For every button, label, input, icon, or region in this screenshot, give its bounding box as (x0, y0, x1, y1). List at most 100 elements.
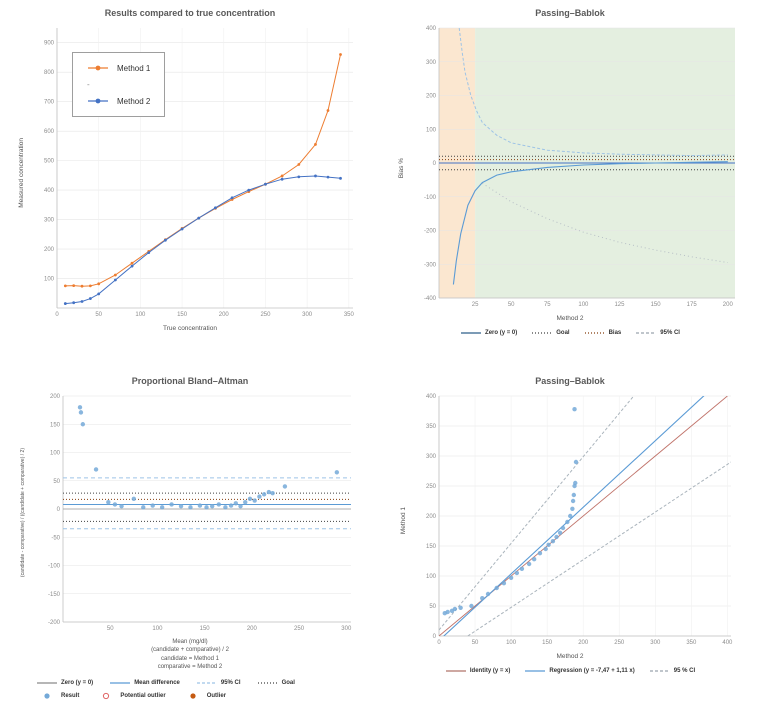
y-axis-label: Method 1 (399, 507, 407, 535)
svg-text:800: 800 (43, 70, 54, 76)
svg-text:200: 200 (578, 640, 589, 646)
legend-sample-line (636, 332, 657, 334)
svg-text:50: 50 (471, 640, 478, 646)
svg-text:-200: -200 (47, 620, 60, 626)
svg-text:900: 900 (43, 41, 54, 47)
svg-text:50: 50 (53, 479, 60, 485)
x-axis-label: Method 2 (556, 315, 584, 322)
svg-text:200: 200 (722, 302, 733, 308)
legend-sample-dot (190, 692, 196, 699)
legend-sample-line (649, 670, 670, 672)
svg-text:400: 400 (43, 188, 54, 194)
x-axis-label: True concentration (163, 325, 217, 332)
legend-item: Result (36, 691, 79, 701)
legend-item: Potential outlier (95, 691, 166, 701)
svg-text:0: 0 (437, 640, 441, 646)
svg-text:75: 75 (543, 302, 550, 308)
svg-text:0: 0 (56, 507, 60, 513)
svg-text:200: 200 (218, 312, 229, 318)
legend-sample-line (461, 332, 482, 334)
bias-chart: -400 -300 -200 -100 0 100 200 300 400 25 50 75 100 12… (423, 26, 735, 308)
regression-chart: 0 50 100 150 200 250 300 350 400 0 50 100 150 200 250 3… (425, 394, 732, 646)
chart-title: Passing–Bablok (535, 376, 605, 386)
legend-label: Goal (556, 330, 570, 336)
legend-sample-line (110, 681, 131, 684)
svg-text:100: 100 (43, 277, 54, 283)
svg-text:600: 600 (43, 129, 54, 135)
legend-item: - (87, 80, 150, 89)
legend-item: 95% CI (196, 678, 241, 688)
x-axis-label-line: comparative = Method 2 (157, 664, 223, 671)
svg-text:50: 50 (507, 302, 514, 308)
svg-text:200: 200 (246, 626, 257, 632)
chart-legend: Zero (y = 0) Goal Bias 95% CI (380, 328, 760, 338)
legend-item: Goal (257, 678, 295, 688)
legend-sample-line (584, 332, 605, 334)
legend-item: 95 % CI (649, 666, 695, 676)
bland-altman-chart: -200 -150 -100 -50 0 50 100 150 200 50 100 150 200 25… (47, 394, 352, 632)
svg-text:300: 300 (341, 626, 352, 632)
svg-text:350: 350 (425, 424, 436, 430)
svg-text:50: 50 (429, 604, 436, 610)
legend-sample-ring (103, 692, 110, 699)
svg-text:100: 100 (506, 640, 517, 646)
x-axis-label-line: Mean (mg/dl) (172, 639, 208, 645)
chart-area: Measured concentration 100 200 300 400 500 60… (0, 22, 380, 324)
legend-item: Method 1 (87, 63, 150, 73)
legend-label: Identity (y = x) (469, 668, 511, 674)
svg-text:0: 0 (432, 161, 436, 167)
svg-text:200: 200 (425, 514, 436, 520)
chart-legend-row-2: Result Potential outlier Outlier (0, 691, 380, 701)
legend-item: Zero (y = 0) (36, 678, 93, 688)
chart-title: Proportional Bland–Altman (131, 376, 249, 386)
chart-title: Passing–Bablok (535, 8, 605, 18)
legend-sample-line (525, 670, 546, 672)
svg-text:100: 100 (152, 626, 163, 632)
legend-label: Outlier (206, 692, 227, 699)
svg-text:-300: -300 (423, 262, 436, 268)
legend-label: Method 1 (117, 63, 151, 73)
legend-label: 95% CI (660, 330, 680, 336)
legend-label: Method 2 (117, 96, 151, 106)
legend-label: Goal (281, 679, 295, 686)
svg-text:-100: -100 (423, 195, 436, 201)
svg-text:100: 100 (425, 574, 436, 580)
legend-sample-line-dot (88, 98, 108, 104)
panel-bland-altman: Proportional Bland–Altman (candidate - c… (0, 368, 380, 712)
legend-sample-dot (44, 692, 50, 699)
legend-item: Zero (y = 0) (460, 328, 517, 338)
svg-text:175: 175 (686, 302, 697, 308)
svg-text:150: 150 (49, 422, 60, 428)
svg-text:100: 100 (49, 451, 60, 457)
svg-text:0: 0 (55, 312, 59, 318)
svg-text:150: 150 (542, 640, 553, 646)
legend-label: Result (61, 692, 80, 699)
svg-text:700: 700 (43, 100, 54, 106)
svg-text:150: 150 (425, 544, 436, 550)
chart-area: Method 1 0 50 100 150 200 250 300 350 400 0 50 100 1… (380, 390, 760, 652)
legend-label: 95% CI (220, 679, 241, 686)
legend-label: - (87, 80, 90, 89)
legend-sample-line (445, 670, 466, 672)
x-axis-label-block: Mean (mg/dl) (candidate + comparative) /… (0, 638, 380, 672)
legend-sample-line (37, 681, 57, 684)
svg-text:125: 125 (614, 302, 625, 308)
svg-text:300: 300 (650, 640, 661, 646)
svg-text:50: 50 (95, 312, 102, 318)
svg-text:100: 100 (425, 127, 436, 133)
legend-item: Mean difference (109, 678, 180, 688)
legend-label: Potential outlier (120, 692, 166, 699)
legend-label: Zero (y = 0) (485, 330, 518, 336)
panel-bias: Passing–Bablok Bias % -400 -300 -200 -100 0 1… (380, 0, 760, 368)
legend-label: Mean difference (134, 679, 180, 686)
panel-results: Results compared to true concentration M… (0, 0, 380, 368)
x-axis-label: Method 2 (556, 653, 584, 660)
svg-text:300: 300 (425, 454, 436, 460)
legend-item: Bias (584, 328, 621, 338)
chart-area: (candidate - comparative) / ((candidate … (0, 390, 380, 636)
svg-text:300: 300 (302, 312, 313, 318)
svg-text:250: 250 (294, 626, 305, 632)
chart-legend-row-1: Zero (y = 0) Mean difference 95% CI Goal (0, 678, 380, 688)
svg-text:300: 300 (425, 60, 436, 66)
